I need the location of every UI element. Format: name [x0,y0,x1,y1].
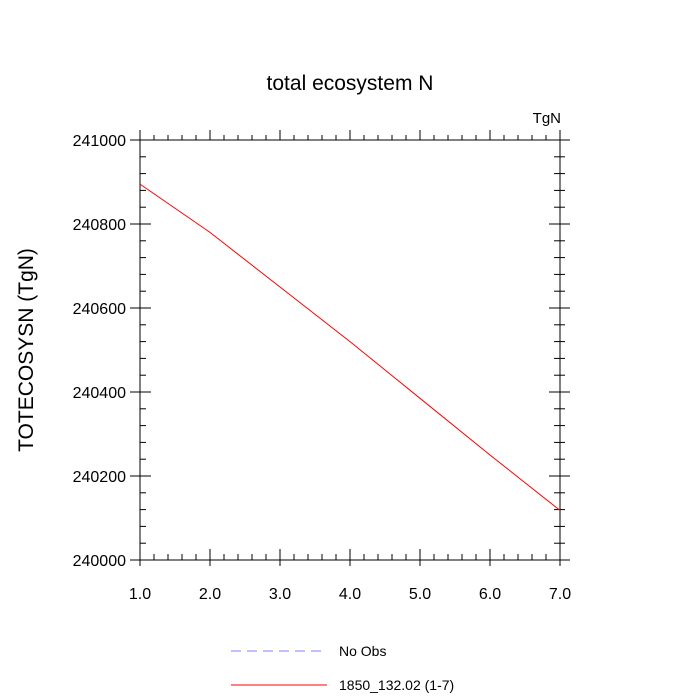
axis-ticks [130,130,570,566]
x-tick-label: 3.0 [269,586,291,603]
y-tick-label: 241000 [73,133,126,150]
axis-tick-labels: 1.0 2.0 3.0 4.0 5.0 6.0 7.0 240000 240200 240400 2… [73,133,572,603]
series-lines [139,183,561,511]
y-tick-label: 240800 [73,217,126,234]
x-tick-label: 2.0 [199,586,221,603]
x-tick-label: 6.0 [479,586,501,603]
units-label: TgN [533,110,561,127]
x-tick-label: 1.0 [129,586,151,603]
legend: No Obs 1850_132.02 (1-7) [231,643,454,693]
x-tick-label: 4.0 [339,586,361,603]
y-tick-label: 240000 [73,553,126,570]
y-axis-label: TOTECOSYSN (TgN) [15,248,38,452]
plot-frame [139,139,561,561]
y-tick-label: 240600 [73,301,126,318]
series-line-1 [139,183,561,511]
y-tick-label: 240200 [73,469,126,486]
x-tick-label: 5.0 [409,586,431,603]
x-tick-label: 7.0 [549,586,571,603]
chart-title: total ecosystem N [267,72,434,95]
y-tick-label: 240400 [73,385,126,402]
legend-label-1: 1850_132.02 (1-7) [339,677,454,693]
legend-label-0: No Obs [339,643,386,659]
